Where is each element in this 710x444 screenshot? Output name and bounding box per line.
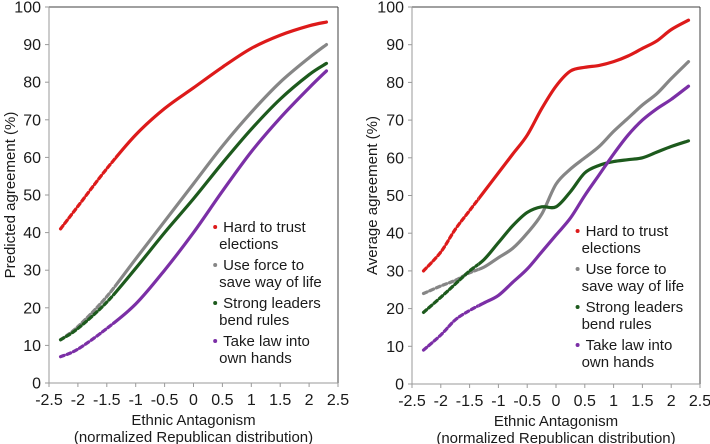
x-tick-label: 2.5	[689, 393, 710, 410]
legend-label-line1: Hard to trust	[586, 223, 669, 240]
y-tick-label: 30	[386, 263, 404, 280]
series-line	[115, 69, 329, 324]
x-tick-label: -1	[491, 393, 505, 410]
legend-label-line1: Take law into	[586, 337, 673, 354]
y-tick-label: 70	[386, 113, 404, 130]
legend-label-line2: elections	[582, 240, 641, 257]
legend-label-line2: own hands	[582, 354, 655, 371]
y-tick-label: 60	[386, 150, 404, 167]
series-line-dashed	[58, 290, 116, 342]
x-tick-label: -2.5	[35, 392, 63, 409]
y-tick-label: 80	[23, 75, 41, 92]
x-tick-label: 0	[552, 393, 561, 410]
legend-label-line2: save way of life	[219, 274, 322, 291]
x-tick-label: -1.5	[93, 392, 121, 409]
y-axis-title: Predicted agreement (%)	[2, 112, 19, 279]
x-tick-label: -2	[71, 392, 85, 409]
legend-marker	[213, 263, 218, 267]
y-tick-label: 90	[386, 37, 404, 54]
y-tick-label: 50	[386, 188, 404, 205]
series-line-dashed	[58, 283, 116, 342]
series-line-dashed	[421, 196, 479, 273]
series-line	[115, 43, 329, 289]
x-tick-label: 0.5	[211, 392, 233, 409]
legend-label-line1: Strong leaders	[586, 299, 684, 316]
x-axis-subtitle: (normalized Republican distribution)	[74, 429, 313, 444]
x-tick-label: 0	[189, 392, 198, 409]
series-line-dashed	[421, 304, 479, 352]
y-tick-label: 0	[395, 377, 404, 394]
legend-label-line1: Strong leaders	[223, 295, 321, 312]
y-tick-label: 40	[23, 225, 41, 242]
y-tick-label: 90	[23, 37, 41, 54]
series-line-dashed	[58, 155, 116, 231]
y-tick-label: 60	[23, 150, 41, 167]
x-tick-label: 1.5	[631, 393, 653, 410]
legend-label-line1: Take law into	[223, 333, 310, 350]
x-axis-title: Ethnic Antagonism	[131, 412, 255, 429]
y-tick-label: 100	[14, 0, 41, 17]
legend-label-line1: Use force to	[223, 257, 304, 274]
series-line-dashed	[421, 267, 479, 296]
y-tick-label: 40	[386, 226, 404, 243]
x-tick-label: 1.5	[269, 392, 291, 409]
series-line	[478, 139, 691, 267]
legend-label-line1: Use force to	[586, 261, 667, 278]
x-tick-label: 0.5	[574, 393, 596, 410]
series-line	[478, 18, 691, 202]
y-tick-label: 20	[23, 300, 41, 317]
y-tick-label: 10	[23, 338, 41, 355]
legend-marker	[213, 301, 218, 305]
x-tick-label: -0.5	[151, 392, 179, 409]
legend-marker	[575, 343, 580, 347]
legend-marker	[575, 229, 580, 233]
x-tick-label: 2.5	[327, 392, 349, 409]
legend-marker	[575, 305, 580, 309]
legend-label-line2: bend rules	[219, 312, 289, 329]
series-line-dashed	[58, 319, 116, 359]
x-tick-label: 1	[609, 393, 618, 410]
series-line-dashed	[421, 262, 479, 314]
series-line	[478, 84, 691, 308]
y-tick-label: 30	[23, 263, 41, 280]
x-tick-label: -2.5	[398, 393, 426, 410]
legend-label-line2: save way of life	[582, 278, 685, 295]
legend-marker	[575, 267, 580, 271]
y-tick-label: 70	[23, 112, 41, 129]
x-tick-label: -1	[129, 392, 143, 409]
y-tick-label: 20	[386, 301, 404, 318]
y-axis-title: Average agreement (%)	[364, 116, 381, 275]
x-axis-title: Ethnic Antagonism	[494, 413, 618, 430]
y-tick-label: 0	[32, 376, 41, 393]
x-tick-label: -2	[434, 393, 448, 410]
x-tick-label: 2	[667, 393, 676, 410]
x-tick-label: -0.5	[513, 393, 541, 410]
legend-label-line2: own hands	[219, 350, 292, 367]
series-line	[478, 60, 691, 272]
legend-label-line1: Hard to trust	[223, 219, 306, 236]
y-tick-label: 80	[386, 75, 404, 92]
y-tick-label: 10	[386, 339, 404, 356]
x-tick-label: 1	[247, 392, 256, 409]
y-tick-label: 50	[23, 188, 41, 205]
x-axis-subtitle: (normalized Republican distribution)	[436, 430, 675, 444]
y-tick-label: 100	[377, 0, 404, 17]
legend-label-line2: elections	[219, 236, 278, 253]
series-line	[115, 20, 329, 161]
legend-marker	[213, 339, 218, 343]
series-line	[115, 61, 329, 296]
x-tick-label: 2	[305, 392, 314, 409]
legend-marker	[213, 225, 218, 229]
x-tick-label: -1.5	[456, 393, 484, 410]
legend-label-line2: bend rules	[582, 316, 652, 333]
